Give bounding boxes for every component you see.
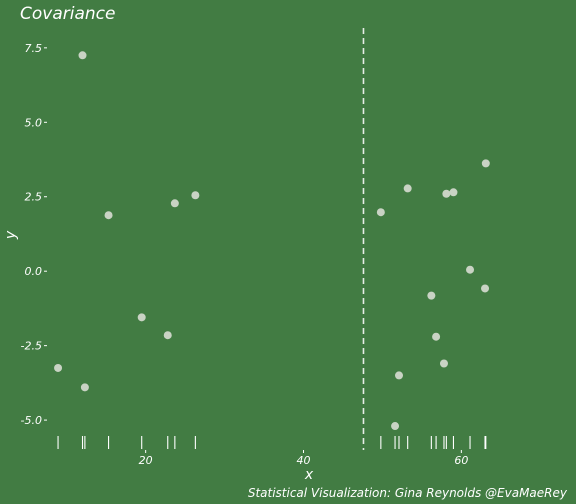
data-point <box>376 208 385 217</box>
data-point <box>104 211 113 220</box>
x-axis-label: x <box>304 467 314 483</box>
data-point <box>481 159 490 168</box>
y-tick-label: 7.5 <box>25 42 43 55</box>
y-tick-label: -5.0 <box>21 414 42 427</box>
data-point <box>442 189 451 198</box>
data-point <box>466 265 475 274</box>
data-point <box>170 199 179 208</box>
chart-caption: Statistical Visualization: Gina Reynolds… <box>248 486 568 500</box>
y-tick-label: 2.5 <box>25 191 43 204</box>
data-point <box>449 188 458 197</box>
y-tick-label: -2.5 <box>21 340 42 353</box>
data-point <box>163 331 172 340</box>
data-point <box>432 332 441 341</box>
data-point <box>427 291 436 300</box>
data-point <box>54 363 63 372</box>
data-point <box>78 51 87 60</box>
y-axis-label: y <box>3 230 19 240</box>
x-tick-label: 60 <box>454 454 468 467</box>
x-tick-label: 20 <box>139 454 153 467</box>
data-point <box>481 284 490 293</box>
data-point <box>191 191 200 200</box>
y-tick-label: 0.0 <box>25 265 43 278</box>
data-point <box>391 422 400 431</box>
x-tick-label: 40 <box>297 454 311 467</box>
data-point <box>137 313 146 322</box>
y-tick-label: 5.0 <box>25 116 43 129</box>
chart-title: Covariance <box>20 4 115 24</box>
data-point <box>439 359 448 368</box>
data-point <box>80 383 89 392</box>
data-point <box>403 184 412 193</box>
data-point <box>394 371 403 380</box>
